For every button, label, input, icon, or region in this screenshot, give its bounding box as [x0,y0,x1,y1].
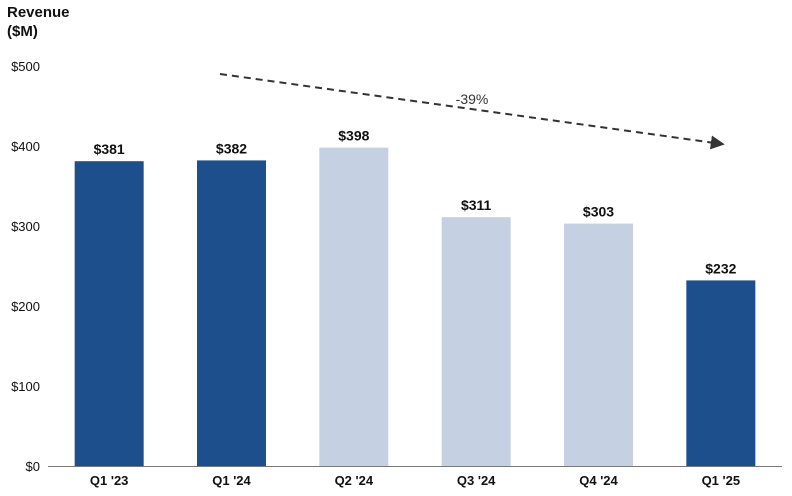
data-label: $381 [94,141,125,157]
y-tick-label: $300 [11,219,40,234]
data-label: $303 [583,204,614,220]
y-tick-label: $400 [11,139,40,154]
x-tick-label: Q1 '25 [702,473,741,488]
y-tick-label: $200 [11,299,40,314]
bar [441,217,511,466]
data-label: $382 [216,140,247,156]
bar [686,280,756,466]
data-label: $232 [705,260,736,276]
y-tick-label: $100 [11,379,40,394]
y-tick-label: $0 [26,459,40,474]
trend-arrow [219,73,725,150]
bar [197,160,266,466]
bar [564,223,633,466]
trend-annotation-label: -39% [456,91,489,107]
x-tick-label: Q3 '24 [457,473,496,488]
x-tick-label: Q1 '23 [90,473,129,488]
data-label: $398 [338,128,369,144]
x-tick-label: Q1 '24 [212,473,251,488]
x-tick-label: Q2 '24 [335,473,374,488]
bar [74,161,144,466]
x-tick-label: Q4 '24 [579,473,618,488]
y-axis-title: Revenue ($M) [7,4,70,40]
data-label: $311 [461,197,492,213]
bar [319,147,389,466]
y-tick-label: $500 [11,59,40,74]
